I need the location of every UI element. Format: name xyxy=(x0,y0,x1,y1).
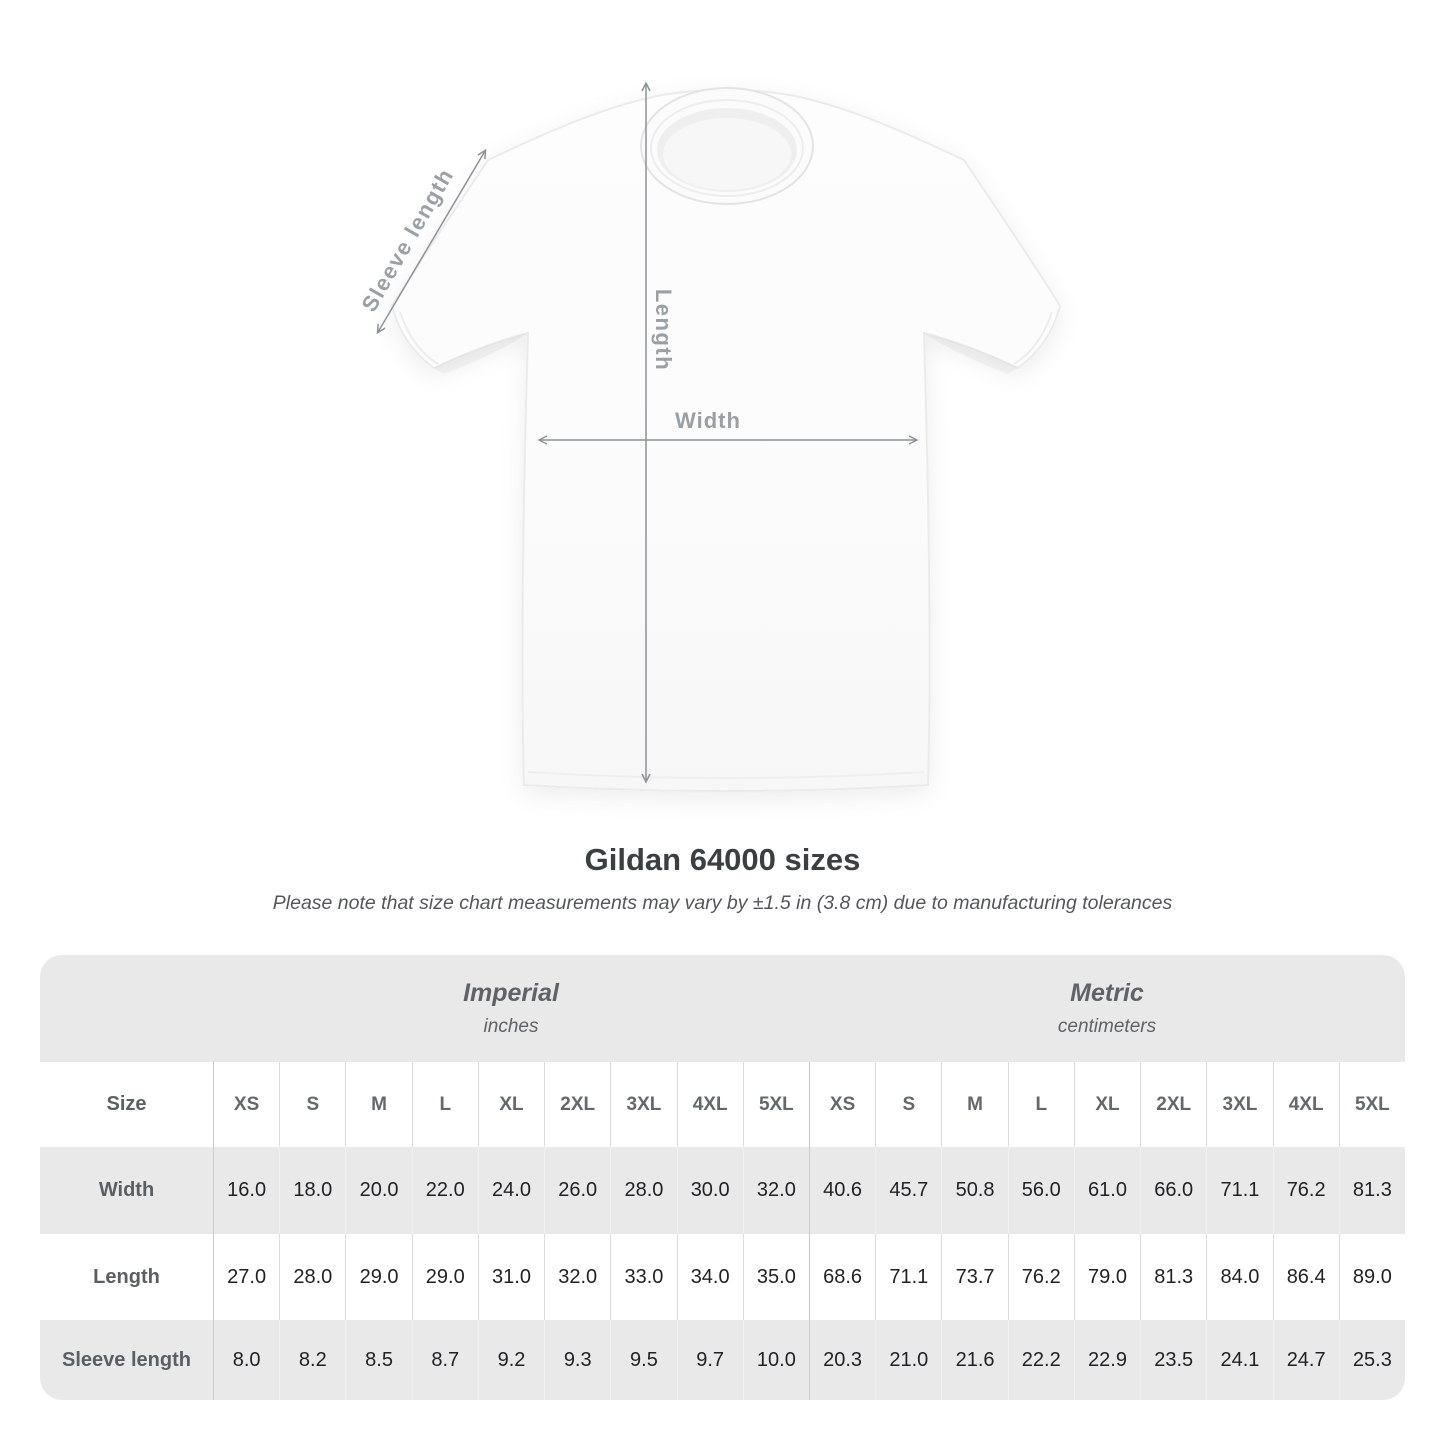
measurement-value-cell: 18.0 xyxy=(279,1147,345,1234)
imperial-unit: inches xyxy=(483,1016,539,1037)
unit-header-band: Imperial inches Metric centimeters xyxy=(40,955,1405,1062)
measurement-value-cell: 26.0 xyxy=(544,1147,610,1234)
size-column-header: XL xyxy=(1073,1062,1140,1147)
size-column-header: XS xyxy=(213,1062,279,1147)
sleeve-length-row: Sleeve length 8.0 8.2 8.5 8.7 9.2 9.3 9.5 9.7 10… xyxy=(40,1320,1405,1400)
width-label: Width xyxy=(675,408,741,433)
measurement-value-cell: 20.0 xyxy=(345,1147,411,1234)
measurement-value-cell: 35.0 xyxy=(742,1234,809,1320)
measurement-value-cell: 89.0 xyxy=(1338,1234,1405,1320)
measurement-value-cell: 66.0 xyxy=(1140,1147,1206,1234)
imperial-title: Imperial xyxy=(463,979,559,1007)
measurement-value-cell: 21.0 xyxy=(875,1320,941,1400)
measurement-value-cell: 8.7 xyxy=(411,1320,478,1400)
metric-header: Metric centimeters xyxy=(809,955,1405,1062)
measurement-value-cell: 29.0 xyxy=(345,1234,411,1320)
tshirt-collar xyxy=(640,87,814,205)
size-column-header: S xyxy=(875,1062,941,1147)
unit-band-spacer xyxy=(40,955,213,1062)
size-column-header: XS xyxy=(808,1062,875,1147)
measurement-value-cell: 25.3 xyxy=(1338,1320,1405,1400)
measurement-value-cell: 76.2 xyxy=(1007,1234,1074,1320)
size-column-header: S xyxy=(279,1062,345,1147)
measurement-value-cell: 27.0 xyxy=(213,1234,279,1320)
size-column-header: 2XL xyxy=(544,1062,610,1147)
size-column-header: XL xyxy=(477,1062,544,1147)
measurement-value-cell: 79.0 xyxy=(1073,1234,1140,1320)
measurement-value-cell: 24.7 xyxy=(1272,1320,1339,1400)
page-title: Gildan 64000 sizes xyxy=(584,842,861,877)
measurement-value-cell: 9.2 xyxy=(477,1320,544,1400)
size-column-header: 4XL xyxy=(1272,1062,1339,1147)
tshirt-measurement-diagram: Sleeve length Length Width xyxy=(356,81,1062,792)
imperial-header: Imperial inches xyxy=(213,955,809,1062)
size-column-header: L xyxy=(411,1062,478,1147)
measurement-value-cell: 71.1 xyxy=(875,1234,941,1320)
width-row: Width 16.0 18.0 20.0 22.0 24.0 26.0 28.0 30.0 32… xyxy=(40,1147,1405,1234)
sleeve-length-arrow xyxy=(376,148,487,335)
size-column-header: 2XL xyxy=(1140,1062,1206,1147)
measurement-value-cell: 76.2 xyxy=(1272,1147,1339,1234)
row-label-sleeve-length: Sleeve length xyxy=(62,1348,191,1371)
measurement-value-cell: 9.7 xyxy=(676,1320,743,1400)
size-chart-table: Imperial inches Metric centimeters Size … xyxy=(40,955,1405,1400)
measurement-value-cell: 29.0 xyxy=(411,1234,478,1320)
measurement-value-cell: 8.5 xyxy=(345,1320,411,1400)
size-row-label: Size xyxy=(106,1093,147,1115)
length-label: Length xyxy=(651,288,676,372)
measurement-value-cell: 45.7 xyxy=(875,1147,941,1234)
measurement-value-cell: 23.5 xyxy=(1140,1320,1206,1400)
measurement-value-cell: 8.2 xyxy=(279,1320,345,1400)
measurement-value-cell: 32.0 xyxy=(742,1147,809,1234)
measurement-value-cell: 61.0 xyxy=(1073,1147,1140,1234)
measurement-value-cell: 30.0 xyxy=(676,1147,743,1234)
measurement-value-cell: 20.3 xyxy=(808,1320,875,1400)
metric-title: Metric xyxy=(1070,979,1144,1007)
title-block: Gildan 64000 sizes Please note that size… xyxy=(0,842,1445,915)
measurement-value-cell: 24.0 xyxy=(477,1147,544,1234)
measurement-value-cell: 68.6 xyxy=(808,1234,875,1320)
measurement-value-cell: 56.0 xyxy=(1007,1147,1074,1234)
size-column-header: M xyxy=(941,1062,1007,1147)
size-column-header: 3XL xyxy=(1206,1062,1272,1147)
size-column-header: 3XL xyxy=(610,1062,676,1147)
measurement-value-cell: 9.3 xyxy=(544,1320,610,1400)
measurement-value-cell: 33.0 xyxy=(610,1234,676,1320)
measurement-value-cell: 34.0 xyxy=(676,1234,743,1320)
measurement-value-cell: 32.0 xyxy=(544,1234,610,1320)
tshirt-image xyxy=(376,81,1062,792)
measurement-value-cell: 28.0 xyxy=(279,1234,345,1320)
size-column-header: 5XL xyxy=(742,1062,809,1147)
size-column-header: 4XL xyxy=(676,1062,743,1147)
measurement-arrows xyxy=(376,81,919,784)
row-label-length: Length xyxy=(93,1265,160,1288)
measurement-value-cell: 73.7 xyxy=(941,1234,1007,1320)
measurement-value-cell: 22.9 xyxy=(1073,1320,1140,1400)
measurement-value-cell: 10.0 xyxy=(742,1320,809,1400)
measurement-value-cell: 31.0 xyxy=(477,1234,544,1320)
length-row: Length 27.0 28.0 29.0 29.0 31.0 32.0 33.0 34.0 3… xyxy=(40,1234,1405,1320)
measurement-value-cell: 22.0 xyxy=(411,1147,478,1234)
measurement-value-cell: 40.6 xyxy=(808,1147,875,1234)
measurement-value-cell: 16.0 xyxy=(213,1147,279,1234)
size-column-header: M xyxy=(345,1062,411,1147)
measurement-value-cell: 81.3 xyxy=(1140,1234,1206,1320)
measurement-value-cell: 24.1 xyxy=(1206,1320,1272,1400)
size-column-header: L xyxy=(1007,1062,1074,1147)
measurement-value-cell: 9.5 xyxy=(610,1320,676,1400)
tolerance-note: Please note that size chart measurements… xyxy=(272,892,1173,914)
measurement-value-cell: 21.6 xyxy=(941,1320,1007,1400)
measurement-value-cell: 28.0 xyxy=(610,1147,676,1234)
measurement-value-cell: 84.0 xyxy=(1206,1234,1272,1320)
size-header-row: Size XS S M L XL 2XL 3XL 4XL 5XL XS S M L XL 2XL 3XL 4XL… xyxy=(40,1062,1405,1147)
measurement-value-cell: 86.4 xyxy=(1272,1234,1339,1320)
measurement-value-cell: 22.2 xyxy=(1007,1320,1074,1400)
metric-unit: centimeters xyxy=(1057,1016,1157,1037)
measurement-value-cell: 81.3 xyxy=(1338,1147,1405,1234)
row-label-width: Width xyxy=(98,1179,155,1201)
measurement-value-cell: 8.0 xyxy=(213,1320,279,1400)
size-column-header: 5XL xyxy=(1338,1062,1405,1147)
measurement-value-cell: 50.8 xyxy=(941,1147,1007,1234)
measurement-value-cell: 71.1 xyxy=(1206,1147,1272,1234)
